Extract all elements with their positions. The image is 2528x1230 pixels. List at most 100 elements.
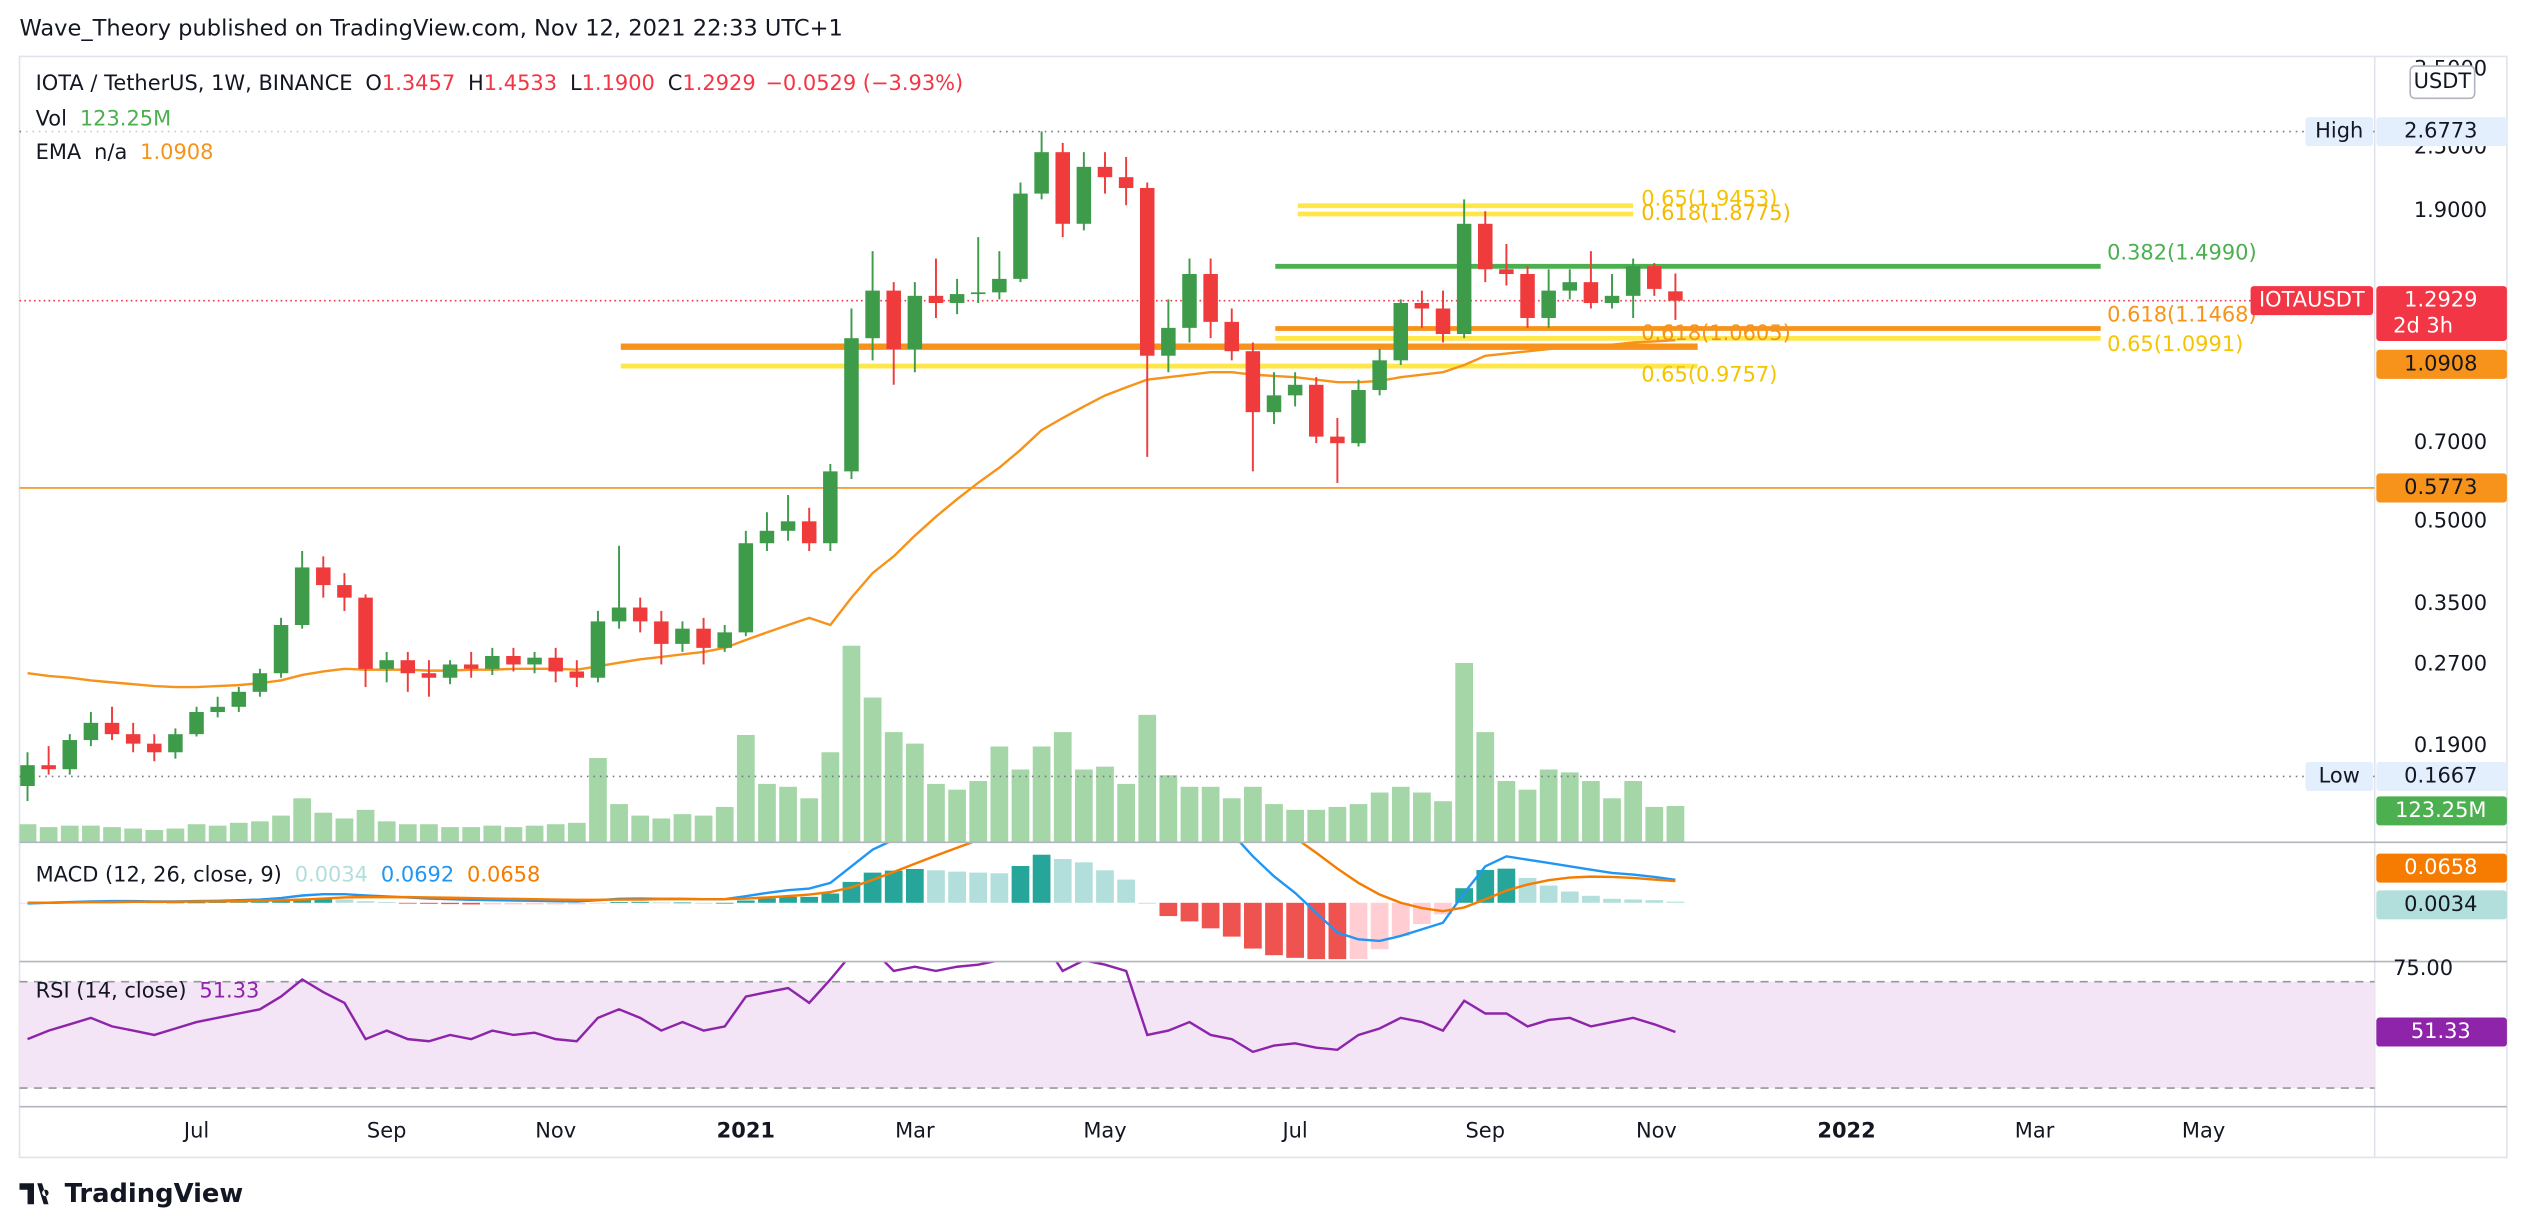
candle-body bbox=[1118, 177, 1134, 188]
hist-tag-box bbox=[2376, 890, 2507, 920]
candle-body bbox=[1583, 282, 1599, 303]
legend-ohlc-part: 1.1900 bbox=[582, 71, 655, 95]
volume-tag-box bbox=[2376, 796, 2507, 826]
brand-name: TradingView bbox=[65, 1179, 244, 1209]
legend-volume-part: Vol bbox=[36, 106, 67, 130]
candle-body bbox=[1266, 395, 1282, 413]
macd-hist bbox=[483, 902, 502, 905]
signal-tag-box bbox=[2376, 853, 2507, 883]
x-tick-label: Jul bbox=[1280, 1119, 1307, 1143]
legend-volume: Vol 123.25M bbox=[36, 106, 172, 130]
macd-hist bbox=[800, 896, 819, 903]
legend-ema-part: EMA bbox=[36, 140, 82, 164]
legend-ohlc-part: O bbox=[365, 71, 381, 95]
x-tick-label: Nov bbox=[1636, 1119, 1677, 1143]
volume-bar bbox=[1349, 804, 1368, 842]
volume-bar bbox=[1011, 769, 1030, 842]
volume-bar bbox=[420, 824, 438, 842]
macd-hist bbox=[1476, 869, 1495, 903]
candle-body bbox=[463, 664, 479, 669]
macd-hist bbox=[1370, 902, 1389, 950]
candle-body bbox=[801, 521, 817, 544]
macd-hist bbox=[1349, 902, 1368, 960]
volume-bar bbox=[208, 825, 227, 842]
macd-hist bbox=[1518, 877, 1537, 903]
legend-macd: MACD (12, 26, close, 9) 0.0034 0.0692 0.065… bbox=[36, 862, 541, 886]
macd-hist bbox=[1666, 901, 1685, 903]
volume-bar bbox=[1391, 786, 1410, 842]
fib-label: 0.382(1.4990) bbox=[2107, 240, 2257, 264]
legend-ema: EMA n/a 1.0908 bbox=[36, 140, 214, 164]
legend-volume-part: 123.25M bbox=[80, 106, 171, 130]
macd-hist bbox=[1011, 865, 1030, 903]
rsi-pane bbox=[19, 962, 2375, 1089]
volume-bar bbox=[82, 825, 100, 842]
candle-body bbox=[1013, 193, 1028, 279]
macd-hist bbox=[1286, 902, 1304, 958]
volume-bar bbox=[1624, 781, 1643, 842]
macd-hist bbox=[420, 902, 438, 904]
volume-bar bbox=[462, 827, 481, 842]
candle-body bbox=[1182, 274, 1197, 328]
legend-ohlc-part: C bbox=[668, 71, 683, 95]
volume-bar bbox=[525, 825, 544, 842]
countdown: 2d 3h bbox=[2393, 313, 2453, 337]
fib-label: 0.65(0.9757) bbox=[1641, 363, 1777, 387]
macd-hist bbox=[1497, 868, 1516, 903]
level-tag: 0.5773 bbox=[2404, 475, 2477, 499]
legend-macd-part: MACD (12, 26, close, 9) bbox=[36, 862, 282, 886]
candle-body bbox=[20, 765, 35, 787]
volume-bar bbox=[652, 818, 671, 842]
macd-hist bbox=[673, 902, 692, 904]
volume-bar bbox=[948, 789, 966, 842]
high-value-box bbox=[2376, 117, 2507, 147]
volume-bar bbox=[1666, 806, 1685, 842]
macd-hist bbox=[884, 870, 903, 903]
volume-bar bbox=[272, 815, 290, 842]
candle-body bbox=[1668, 291, 1683, 301]
volume-bar bbox=[969, 781, 988, 842]
macd-hist bbox=[525, 902, 544, 905]
x-tick-label: Sep bbox=[367, 1119, 406, 1143]
rsi-tag-box bbox=[2376, 1017, 2507, 1047]
volume-bar bbox=[1244, 786, 1262, 842]
last-price: 1.2929 bbox=[2404, 288, 2477, 312]
high-name-box bbox=[2305, 117, 2374, 147]
macd-hist bbox=[398, 902, 417, 904]
candle-body bbox=[41, 765, 56, 770]
candle-body bbox=[992, 278, 1007, 293]
candle-body bbox=[696, 628, 711, 648]
candle-body bbox=[1309, 384, 1324, 437]
volume-bar bbox=[1645, 806, 1664, 842]
candle-body bbox=[104, 722, 120, 735]
volume-bar bbox=[1286, 809, 1304, 842]
macd-hist bbox=[546, 902, 565, 905]
macd-hist bbox=[377, 902, 396, 903]
candle-body bbox=[1541, 290, 1556, 318]
low-name: Low bbox=[2319, 763, 2360, 787]
candle-body bbox=[1076, 166, 1092, 224]
volume-bar bbox=[335, 818, 354, 842]
macd-hist bbox=[462, 902, 481, 905]
last-price-box bbox=[2376, 286, 2507, 341]
macd-hist bbox=[631, 901, 650, 903]
legend-ema-part: n/a bbox=[94, 140, 127, 164]
legend-macd-part: 0.0692 bbox=[381, 862, 454, 886]
volume-bar bbox=[483, 825, 502, 842]
candle-body bbox=[231, 691, 247, 707]
level-tag-box bbox=[2376, 473, 2507, 503]
macd-hist bbox=[504, 902, 523, 905]
candle-body bbox=[1435, 308, 1451, 335]
candle-body bbox=[147, 743, 162, 753]
frame bbox=[18, 55, 2508, 1159]
macd-pane bbox=[19, 843, 1685, 960]
currency-box bbox=[2409, 65, 2476, 100]
x-tick-label: 2021 bbox=[717, 1119, 775, 1143]
candle-body bbox=[759, 530, 775, 544]
x-tick-label: May bbox=[1083, 1119, 1126, 1143]
macd-hist bbox=[736, 900, 755, 903]
volume-bar bbox=[905, 743, 924, 842]
candle-body bbox=[1372, 360, 1387, 391]
volume-bar bbox=[504, 827, 523, 842]
legend-ema-part: 1.0908 bbox=[140, 140, 213, 164]
